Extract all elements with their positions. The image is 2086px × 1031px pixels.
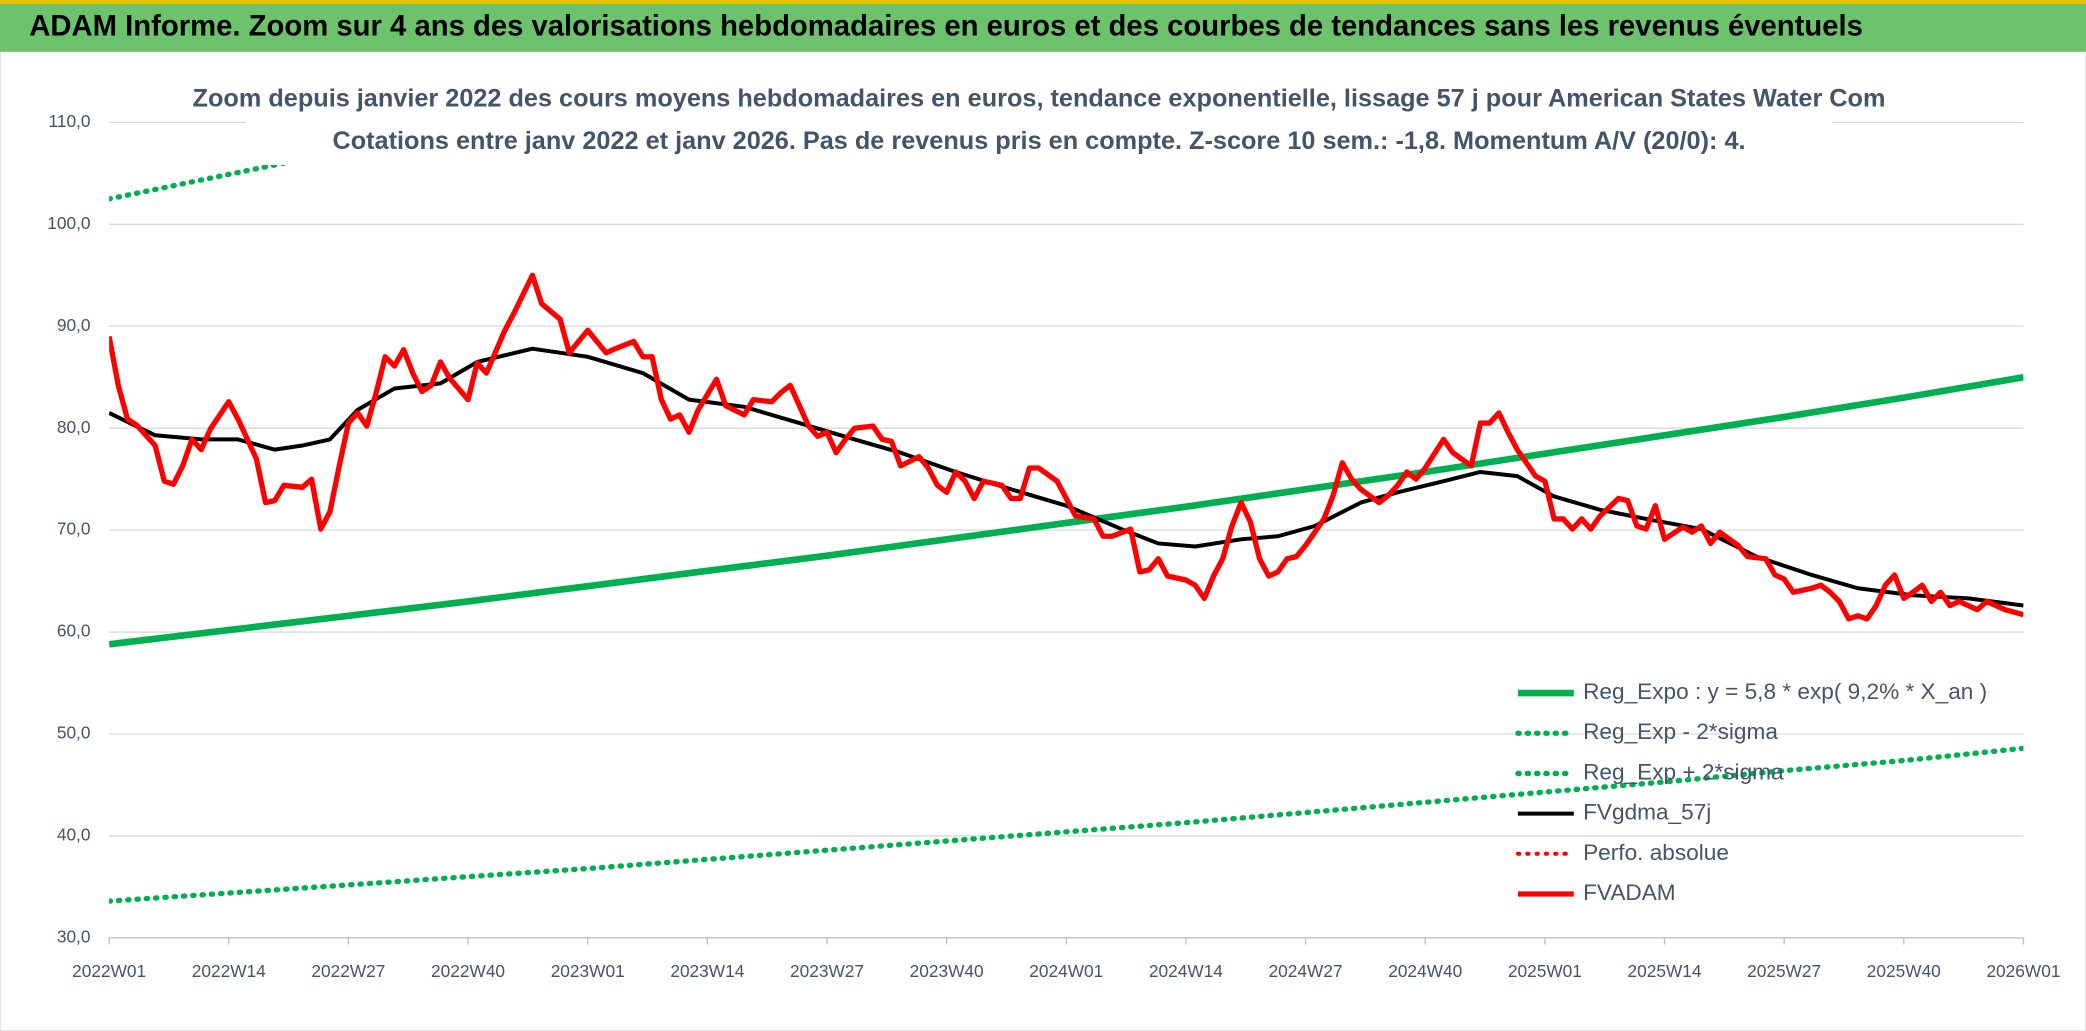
x-tick-label: 2024W40 [1388,961,1462,981]
x-tick-label: 2025W27 [1747,961,1821,981]
x-tick-label: 2022W14 [192,961,266,981]
legend-label: Reg_Exp + 2*sigma [1583,759,1784,784]
x-tick-label: 2022W01 [72,961,146,981]
x-tick-label: 2022W27 [311,961,385,981]
x-tick-label: 2023W40 [910,961,984,981]
x-tick-label: 2022W40 [431,961,505,981]
y-tick-label: 60,0 [57,621,91,641]
header-bar [0,3,2086,52]
y-tick-label: 80,0 [57,417,91,437]
y-tick-label: 50,0 [57,723,91,743]
top-stripe [0,0,2086,4]
legend-label: Reg_Exp - 2*sigma [1583,719,1778,744]
title-background [246,77,1832,165]
chart-subtitle: Cotations entre janv 2022 et janv 2026. … [332,127,1745,155]
x-tick-label: 2024W14 [1149,961,1223,981]
y-tick-label: 110,0 [49,111,91,131]
y-tick-label: 40,0 [57,825,91,845]
legend-label: Reg_Expo : y = 5,8 * exp( 9,2% * X_an ) [1583,679,1987,704]
series-line [109,272,2024,622]
x-tick-label: 2026W01 [1986,961,2060,981]
series-line [109,346,2024,608]
y-tick-label: 90,0 [57,315,91,335]
x-tick-label: 2024W27 [1269,961,1343,981]
legend: Reg_Expo : y = 5,8 * exp( 9,2% * X_an ) R… [1515,679,1987,905]
series-line [109,745,2024,904]
chart-title: Zoom depuis janvier 2022 des cours moyen… [193,84,1886,112]
y-tick-label: 100,0 [47,213,90,233]
x-tick-label: 2023W14 [670,961,744,981]
legend-label: Perfo. absolue [1583,840,1729,865]
y-tick-label: 70,0 [57,519,91,539]
header-title: ADAM Informe. Zoom sur 4 ans des valoris… [29,11,1863,43]
x-tick-label: 2025W40 [1867,961,1941,981]
x-tick-label: 2025W14 [1628,961,1702,981]
y-tick-label: 30,0 [57,926,91,946]
legend-label: FVgdma_57j [1583,800,1711,825]
x-tick-label: 2024W01 [1029,961,1103,981]
series-line [109,374,2024,648]
legend-label: FVADAM [1583,880,1676,905]
x-tick-label: 2023W01 [551,961,625,981]
x-tick-label: 2025W01 [1508,961,1582,981]
x-tick-label: 2023W27 [790,961,864,981]
